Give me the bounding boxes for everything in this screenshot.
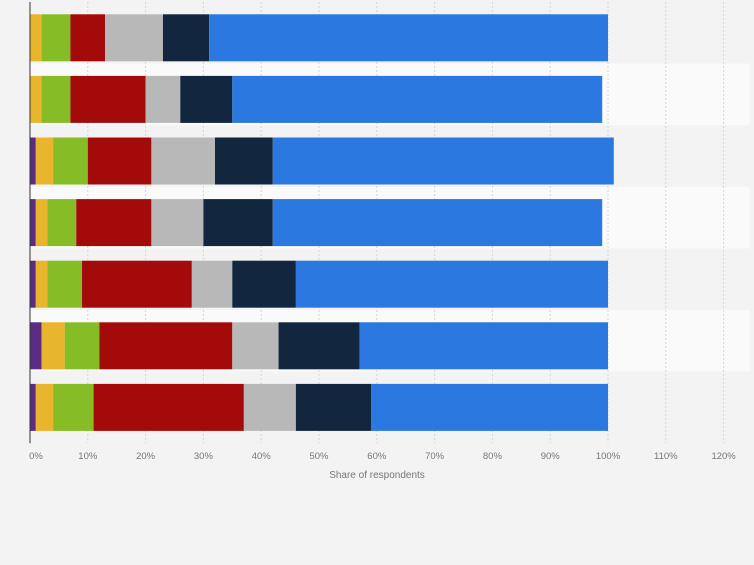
bar-segment (82, 260, 192, 308)
x-tick-label: 110% (654, 451, 678, 462)
bar-segment (47, 199, 77, 247)
bar-segment (99, 322, 233, 370)
bar-segment (180, 75, 233, 123)
bars (30, 14, 614, 431)
bar-segment (295, 383, 372, 431)
bar-segment (371, 383, 608, 431)
bar-segment (35, 383, 54, 431)
bar-segment (64, 322, 100, 370)
x-tick-label: 50% (309, 451, 329, 462)
x-tick-label: 20% (136, 451, 156, 462)
bar-segment (30, 383, 36, 431)
bar-segment (272, 137, 614, 185)
x-axis-title: Share of respondents (329, 470, 425, 481)
x-tick-label: 70% (425, 451, 445, 462)
bar-segment (151, 137, 215, 185)
bar-segment (30, 137, 36, 185)
bar-segment (41, 14, 71, 62)
bar-segment (232, 322, 279, 370)
bar-segment (105, 14, 163, 62)
x-tick-label: 40% (252, 451, 272, 462)
x-tick-label: 80% (483, 451, 503, 462)
bar-segment (35, 260, 48, 308)
bar-segment (93, 383, 244, 431)
bar-segment (243, 383, 296, 431)
x-tick-label: 120% (711, 451, 736, 462)
bar-segment (87, 137, 152, 185)
x-tick-label: 90% (541, 451, 561, 462)
bar-segment (278, 322, 360, 370)
bar-segment (359, 322, 608, 370)
x-tick-label: 30% (194, 451, 214, 462)
bar-segment (35, 137, 54, 185)
bar-segment (30, 14, 42, 62)
bar-segment (41, 322, 65, 370)
bar-segment (76, 199, 152, 247)
bar-segment (30, 199, 36, 247)
bar-segment (203, 199, 273, 247)
bar-segment (145, 75, 181, 123)
bar-segment (295, 260, 608, 308)
bar-segment (162, 14, 210, 62)
bar-segment (30, 322, 42, 370)
bar-segment (151, 199, 204, 247)
x-tick-label: 10% (78, 451, 98, 462)
bar-segment (47, 260, 83, 308)
x-tick-label: 100% (596, 451, 621, 462)
bar-segment (232, 75, 603, 123)
bar-segment (191, 260, 233, 308)
x-tick-label: 0% (29, 451, 43, 462)
bar-segment (41, 75, 71, 123)
bar-segment (70, 75, 146, 123)
bar-segment (214, 137, 273, 185)
bar-segment (35, 199, 48, 247)
bar-segment (30, 260, 36, 308)
bar-segment (53, 383, 94, 431)
bar-segment (70, 14, 106, 62)
bar-segment (30, 75, 42, 123)
bar-segment (272, 199, 603, 247)
bar-segment (232, 260, 296, 308)
bar-segment (209, 14, 608, 62)
x-tick-label: 60% (367, 451, 387, 462)
bar-segment (53, 137, 88, 185)
x-tick-labels: 0% 10% 20% 30% 40% 50% 60% 70% 80% 90% 100% 110% 120… (29, 451, 736, 462)
